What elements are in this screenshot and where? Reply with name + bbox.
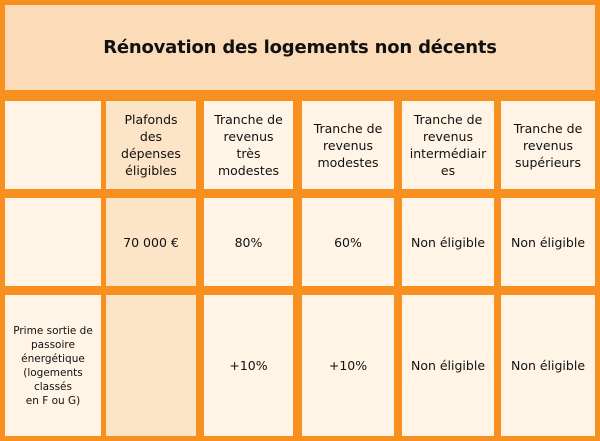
table-title-banner: Rénovation des logements non décents	[5, 5, 595, 90]
row-label-prime-passoire: Prime sortie de passoire énergétique (lo…	[5, 295, 101, 436]
table-cell: Non éligible	[501, 295, 595, 436]
table-cell: +10%	[302, 295, 394, 436]
table-title: Rénovation des logements non décents	[103, 37, 497, 58]
table-cell	[106, 295, 196, 436]
header-cell-empty	[5, 101, 101, 189]
table-cell: Non éligible	[402, 295, 494, 436]
table-cell	[5, 198, 101, 286]
header-cell-tres-modestes: Tranche de revenus très modestes	[204, 101, 293, 189]
table-cell: Non éligible	[501, 198, 595, 286]
table-cell: 80%	[204, 198, 293, 286]
header-cell-superieurs: Tranche de revenus supérieurs	[501, 101, 595, 189]
header-cell-modestes: Tranche de revenus modestes	[302, 101, 394, 189]
header-cell-intermediaires: Tranche de revenus intermédiair es	[402, 101, 494, 189]
table-cell: 60%	[302, 198, 394, 286]
table-cell: +10%	[204, 295, 293, 436]
table-cell: 70 000 €	[106, 198, 196, 286]
header-cell-plafonds: Plafonds des dépenses éligibles	[106, 101, 196, 189]
table-cell: Non éligible	[402, 198, 494, 286]
